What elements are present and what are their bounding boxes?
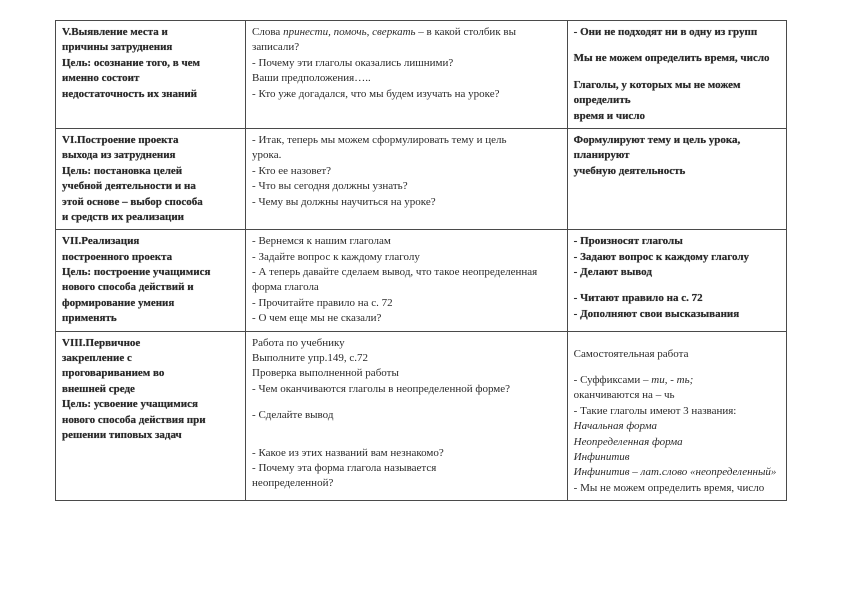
content-line: форма глагола [252, 280, 561, 295]
content-line: Мы не можем определить время, число [574, 51, 780, 66]
row-viii-student-cell: Самостоятельная работа - Суффиксами – ти… [567, 331, 786, 501]
content-line: - Кто ее назовет? [252, 164, 561, 179]
stage-title: VI.Построение проекта [62, 133, 239, 148]
content-line: Работа по учебнику [252, 336, 561, 351]
goal-line: Цель: построение учащимися [62, 265, 239, 280]
row-vi-teacher-cell: - Итак, теперь мы можем сформулировать т… [246, 128, 568, 229]
content-line: урока. [252, 148, 561, 163]
content-line: время и число [574, 109, 780, 124]
content-line: - Читают правило на с. 72 [574, 291, 780, 306]
content-line: - Дополняют свои высказывания [574, 307, 780, 322]
goal-line: нового способа действия при [62, 413, 239, 428]
stage-title: VIII.Первичное [62, 336, 239, 351]
stage-title: построенного проекта [62, 250, 239, 265]
row-vii-student-cell: - Произносят глаголы - Задают вопрос к к… [567, 230, 786, 331]
row-vii-teacher-cell: - Вернемся к нашим глаголам - Задайте во… [246, 230, 568, 331]
content-line: - О чем еще мы не сказали? [252, 311, 561, 326]
content-line: Слова принести, помочь, сверкать – в как… [252, 25, 561, 40]
content-line: Ваши предположения….. [252, 71, 561, 86]
content-line: учебную деятельность [574, 164, 780, 179]
row-vi-student-cell: Формулируют тему и цель урока, планируют… [567, 128, 786, 229]
content-line: оканчиваются на – чь [574, 388, 780, 403]
goal-line: этой основе – выбор способа [62, 195, 239, 210]
stage-title: причины затруднения [62, 40, 239, 55]
content-line: неопределенной? [252, 476, 561, 491]
content-line: - Чем оканчиваются глаголы в неопределен… [252, 382, 561, 397]
row-vi-stage-cell: VI.Построение проекта выхода из затрудне… [56, 128, 246, 229]
content-line: - Суффиксами – ти, - ть; [574, 373, 780, 388]
goal-line: Цель: осознание того, в чем [62, 56, 239, 71]
content-line: - Почему эти глаголы оказались лишними? [252, 56, 561, 71]
lesson-plan-table: V.Выявление места и причины затруднения … [55, 20, 787, 501]
stage-title: внешней среде [62, 382, 239, 397]
content-line: - Почему эта форма глагола называется [252, 461, 561, 476]
content-line: - Они не подходят ни в одну из групп [574, 25, 780, 40]
content-line: - Чему вы должны научиться на уроке? [252, 195, 561, 210]
content-line: Самостоятельная работа [574, 347, 780, 362]
goal-line: именно состоит [62, 71, 239, 86]
content-line: Инфинитив – лат.слово «неопределенный» [574, 465, 780, 480]
goal-line: Цель: постановка целей [62, 164, 239, 179]
content-line: Неопределенная форма [574, 435, 780, 450]
content-line: Начальная форма [574, 419, 780, 434]
row-viii-teacher-cell: Работа по учебнику Выполните упр.149, с.… [246, 331, 568, 501]
content-line: - Итак, теперь мы можем сформулировать т… [252, 133, 561, 148]
content-line: - Вернемся к нашим глаголам [252, 234, 561, 249]
row-v-teacher-cell: Слова принести, помочь, сверкать – в как… [246, 21, 568, 129]
row-v-stage-cell: V.Выявление места и причины затруднения … [56, 21, 246, 129]
content-line: - Такие глаголы имеют 3 названия: [574, 404, 780, 419]
stage-title: VII.Реализация [62, 234, 239, 249]
content-line: записали? [252, 40, 561, 55]
content-line: Выполните упр.149, с.72 [252, 351, 561, 366]
stage-title: закрепление с [62, 351, 239, 366]
content-line: Инфинитив [574, 450, 780, 465]
content-line: - Сделайте вывод [252, 408, 561, 423]
content-line: Проверка выполненной работы [252, 366, 561, 381]
content-line: - Какое из этих названий вам незнакомо? [252, 446, 561, 461]
content-line: - Что вы сегодня должны узнать? [252, 179, 561, 194]
goal-line: учебной деятельности и на [62, 179, 239, 194]
content-line: - Делают вывод [574, 265, 780, 280]
stage-title: V.Выявление места и [62, 25, 239, 40]
goal-line: Цель: усвоение учащимися [62, 397, 239, 412]
goal-line: и средств их реализации [62, 210, 239, 225]
goal-line: применять [62, 311, 239, 326]
content-line: - Прочитайте правило на с. 72 [252, 296, 561, 311]
goal-line: недостаточность их знаний [62, 87, 239, 102]
content-line: Формулируют тему и цель урока, планируют [574, 133, 780, 164]
content-line: - Задайте вопрос к каждому глаголу [252, 250, 561, 265]
row-v-student-cell: - Они не подходят ни в одну из групп Мы … [567, 21, 786, 129]
content-line: - Мы не можем определить время, число [574, 481, 780, 496]
row-vii-stage-cell: VII.Реализация построенного проекта Цель… [56, 230, 246, 331]
goal-line: решении типовых задач [62, 428, 239, 443]
content-line: - А теперь давайте сделаем вывод, что та… [252, 265, 561, 280]
content-line: - Задают вопрос к каждому глаголу [574, 250, 780, 265]
content-line: - Кто уже догадался, что мы будем изучат… [252, 87, 561, 102]
content-line: - Произносят глаголы [574, 234, 780, 249]
row-viii-stage-cell: VIII.Первичное закрепление с проговарива… [56, 331, 246, 501]
goal-line: формирование умения [62, 296, 239, 311]
goal-line: нового способа действий и [62, 280, 239, 295]
content-line: Глаголы, у которых мы не можем определит… [574, 78, 780, 109]
stage-title: выхода из затруднения [62, 148, 239, 163]
stage-title: проговариванием во [62, 366, 239, 381]
